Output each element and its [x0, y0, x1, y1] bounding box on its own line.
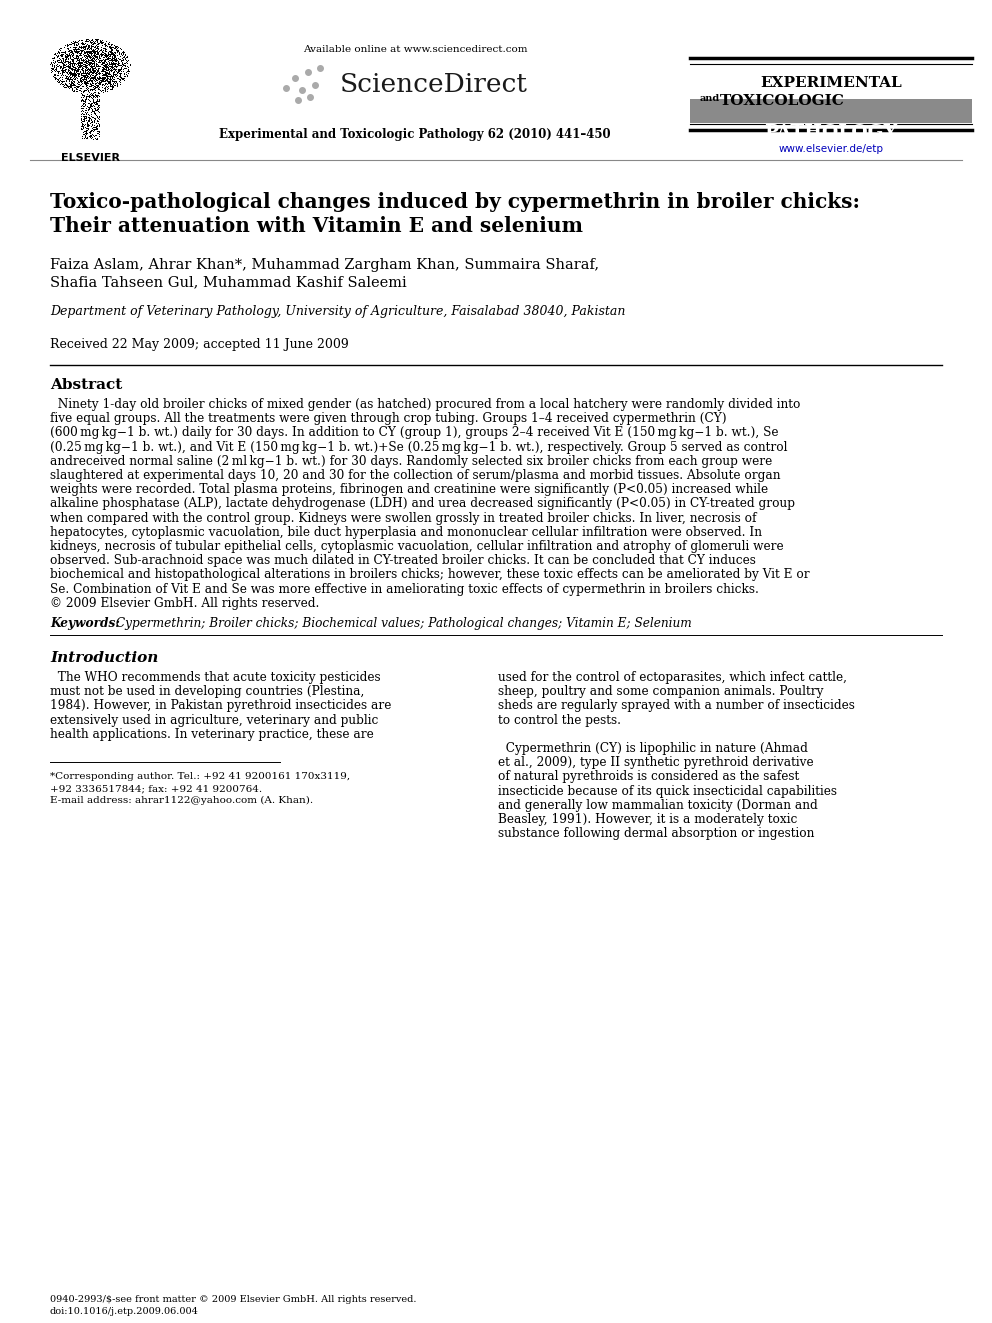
- Text: kidneys, necrosis of tubular epithelial cells, cytoplasmic vacuolation, cellular: kidneys, necrosis of tubular epithelial …: [50, 540, 784, 553]
- Text: Available online at www.sciencedirect.com: Available online at www.sciencedirect.co…: [303, 45, 528, 54]
- Text: and: and: [700, 94, 720, 103]
- Text: www.elsevier.de/etp: www.elsevier.de/etp: [779, 144, 884, 153]
- Text: slaughtered at experimental days 10, 20 and 30 for the collection of serum/plasm: slaughtered at experimental days 10, 20 …: [50, 468, 781, 482]
- Text: PATHOLOGY: PATHOLOGY: [765, 124, 898, 142]
- Text: must not be used in developing countries (Plestina,: must not be used in developing countries…: [50, 685, 364, 699]
- Text: Department of Veterinary Pathology, University of Agriculture, Faisalabad 38040,: Department of Veterinary Pathology, Univ…: [50, 306, 625, 318]
- Text: EXPERIMENTAL: EXPERIMENTAL: [760, 75, 902, 90]
- Text: Beasley, 1991). However, it is a moderately toxic: Beasley, 1991). However, it is a moderat…: [498, 814, 798, 826]
- Text: (600 mg kg−1 b. wt.) daily for 30 days. In addition to CY (group 1), groups 2–4 : (600 mg kg−1 b. wt.) daily for 30 days. …: [50, 426, 779, 439]
- Text: alkaline phosphatase (ALP), lactate dehydrogenase (LDH) and urea decreased signi: alkaline phosphatase (ALP), lactate dehy…: [50, 497, 795, 511]
- Text: *Corresponding author. Tel.: +92 41 9200161 170x3119,: *Corresponding author. Tel.: +92 41 9200…: [50, 773, 350, 781]
- Text: Toxico-pathological changes induced by cypermethrin in broiler chicks:: Toxico-pathological changes induced by c…: [50, 192, 860, 212]
- Text: 0940-2993/$-see front matter © 2009 Elsevier GmbH. All rights reserved.: 0940-2993/$-see front matter © 2009 Else…: [50, 1295, 417, 1304]
- Text: +92 3336517844; fax: +92 41 9200764.: +92 3336517844; fax: +92 41 9200764.: [50, 785, 262, 792]
- Text: biochemical and histopathological alterations in broilers chicks; however, these: biochemical and histopathological altera…: [50, 569, 809, 581]
- Text: TOXICOLOGIC: TOXICOLOGIC: [720, 94, 845, 108]
- Text: Ninety 1-day old broiler chicks of mixed gender (as hatched) procured from a loc: Ninety 1-day old broiler chicks of mixed…: [50, 398, 801, 411]
- Text: Introduction: Introduction: [50, 651, 159, 665]
- Text: (0.25 mg kg−1 b. wt.), and Vit E (150 mg kg−1 b. wt.)+Se (0.25 mg kg−1 b. wt.), : (0.25 mg kg−1 b. wt.), and Vit E (150 mg…: [50, 441, 788, 454]
- Text: Faiza Aslam, Ahrar Khan*, Muhammad Zargham Khan, Summaira Sharaf,: Faiza Aslam, Ahrar Khan*, Muhammad Zargh…: [50, 258, 599, 273]
- Text: Abstract: Abstract: [50, 378, 122, 392]
- Text: five equal groups. All the treatments were given through crop tubing. Groups 1–4: five equal groups. All the treatments we…: [50, 413, 726, 425]
- Bar: [690, 99, 972, 123]
- Text: extensively used in agriculture, veterinary and public: extensively used in agriculture, veterin…: [50, 713, 378, 726]
- Text: to control the pests.: to control the pests.: [498, 713, 621, 726]
- Text: Cypermethrin; Broiler chicks; Biochemical values; Pathological changes; Vitamin : Cypermethrin; Broiler chicks; Biochemica…: [112, 617, 691, 630]
- Text: insecticide because of its quick insecticidal capabilities: insecticide because of its quick insecti…: [498, 785, 837, 798]
- Text: Shafia Tahseen Gul, Muhammad Kashif Saleemi: Shafia Tahseen Gul, Muhammad Kashif Sale…: [50, 275, 407, 288]
- Text: weights were recorded. Total plasma proteins, fibrinogen and creatinine were sig: weights were recorded. Total plasma prot…: [50, 483, 768, 496]
- Text: used for the control of ectoparasites, which infect cattle,: used for the control of ectoparasites, w…: [498, 671, 847, 684]
- Text: Experimental and Toxicologic Pathology 62 (2010) 441–450: Experimental and Toxicologic Pathology 6…: [219, 128, 611, 142]
- Text: Received 22 May 2009; accepted 11 June 2009: Received 22 May 2009; accepted 11 June 2…: [50, 337, 349, 351]
- Text: andreceived normal saline (2 ml kg−1 b. wt.) for 30 days. Randomly selected six : andreceived normal saline (2 ml kg−1 b. …: [50, 455, 772, 468]
- Text: substance following dermal absorption or ingestion: substance following dermal absorption or…: [498, 827, 814, 840]
- Text: ScienceDirect: ScienceDirect: [340, 71, 528, 97]
- Text: Cypermethrin (CY) is lipophilic in nature (Ahmad: Cypermethrin (CY) is lipophilic in natur…: [498, 742, 807, 755]
- Text: sheep, poultry and some companion animals. Poultry: sheep, poultry and some companion animal…: [498, 685, 823, 699]
- Text: observed. Sub-arachnoid space was much dilated in CY-treated broiler chicks. It : observed. Sub-arachnoid space was much d…: [50, 554, 756, 568]
- Text: Se. Combination of Vit E and Se was more effective in ameliorating toxic effects: Se. Combination of Vit E and Se was more…: [50, 582, 759, 595]
- Text: ELSEVIER: ELSEVIER: [61, 153, 119, 163]
- Text: doi:10.1016/j.etp.2009.06.004: doi:10.1016/j.etp.2009.06.004: [50, 1307, 198, 1316]
- Text: Keywords:: Keywords:: [50, 617, 120, 630]
- Text: © 2009 Elsevier GmbH. All rights reserved.: © 2009 Elsevier GmbH. All rights reserve…: [50, 597, 319, 610]
- Text: of natural pyrethroids is considered as the safest: of natural pyrethroids is considered as …: [498, 770, 800, 783]
- Text: E-mail address: ahrar1122@yahoo.com (A. Khan).: E-mail address: ahrar1122@yahoo.com (A. …: [50, 796, 313, 806]
- Text: health applications. In veterinary practice, these are: health applications. In veterinary pract…: [50, 728, 374, 741]
- Text: hepatocytes, cytoplasmic vacuolation, bile duct hyperplasia and mononuclear cell: hepatocytes, cytoplasmic vacuolation, bi…: [50, 525, 762, 538]
- Text: when compared with the control group. Kidneys were swollen grossly in treated br: when compared with the control group. Ki…: [50, 512, 757, 525]
- Text: et al., 2009), type II synthetic pyrethroid derivative: et al., 2009), type II synthetic pyrethr…: [498, 757, 813, 769]
- Text: sheds are regularly sprayed with a number of insecticides: sheds are regularly sprayed with a numbe…: [498, 700, 855, 712]
- Text: Their attenuation with Vitamin E and selenium: Their attenuation with Vitamin E and sel…: [50, 216, 583, 235]
- Text: and generally low mammalian toxicity (Dorman and: and generally low mammalian toxicity (Do…: [498, 799, 817, 812]
- Text: The WHO recommends that acute toxicity pesticides: The WHO recommends that acute toxicity p…: [50, 671, 381, 684]
- Text: 1984). However, in Pakistan pyrethroid insecticides are: 1984). However, in Pakistan pyrethroid i…: [50, 700, 392, 712]
